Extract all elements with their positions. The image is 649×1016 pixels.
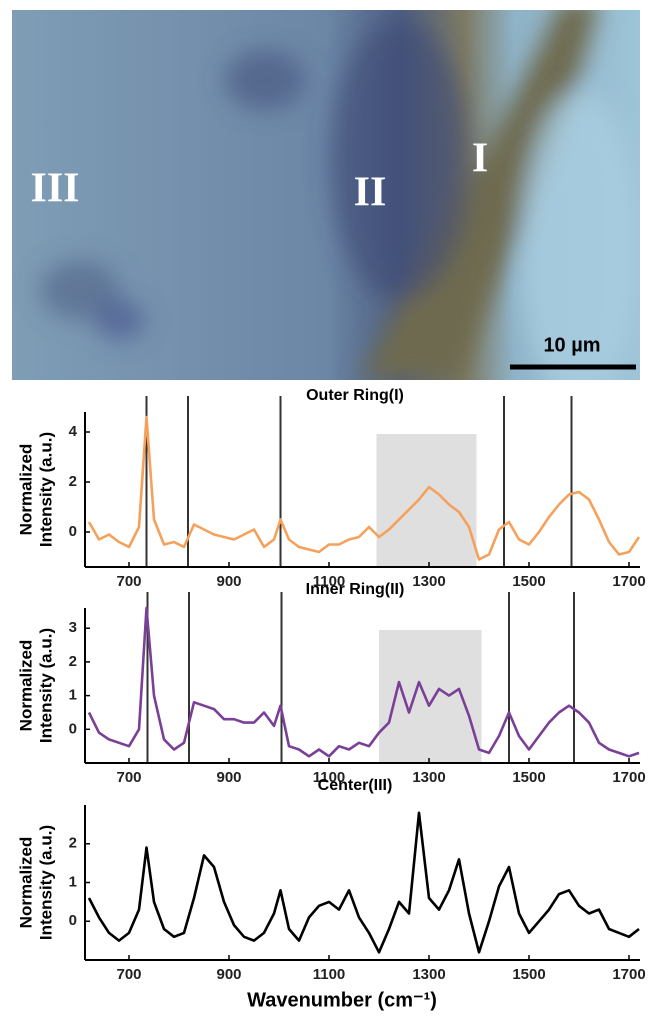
x-axis-label: Wavenumber (cm⁻¹) xyxy=(247,989,437,1011)
y-tick-label: 0 xyxy=(69,720,77,737)
y-tick-label: 2 xyxy=(69,473,77,490)
y-axis-label: Normalized xyxy=(16,640,35,732)
x-tick-label: 1100 xyxy=(313,573,346,590)
y-axis-label: Intensity (a.u.) xyxy=(36,628,55,743)
y-tick-label: 1 xyxy=(69,687,77,704)
region-label: III xyxy=(30,166,79,212)
spectrum-line xyxy=(87,415,641,561)
x-tick-label: 1500 xyxy=(512,966,545,983)
x-tick-label: 1100 xyxy=(313,769,346,786)
x-tick-label: 1500 xyxy=(512,769,545,786)
x-tick-label: 1500 xyxy=(512,573,545,590)
x-tick-label: 900 xyxy=(216,573,241,590)
region-label: II xyxy=(354,170,387,216)
x-tick-label: 1300 xyxy=(412,966,445,983)
x-tick-label: 1300 xyxy=(412,769,445,786)
x-tick-label: 1700 xyxy=(612,769,645,786)
y-tick-label: 0 xyxy=(69,523,77,540)
x-tick-label: 900 xyxy=(216,769,241,786)
x-tick-label: 1300 xyxy=(412,573,445,590)
micrograph xyxy=(12,10,640,380)
y-tick-label: 1 xyxy=(69,873,77,890)
y-tick-label: 2 xyxy=(69,653,77,670)
y-tick-label: 2 xyxy=(69,835,77,852)
y-axis-label: Normalized xyxy=(16,837,35,929)
x-tick-label: 900 xyxy=(216,966,241,983)
region-label: I xyxy=(472,136,488,182)
y-axis-label: Intensity (a.u.) xyxy=(36,432,55,547)
chart-title: Outer Ring(I) xyxy=(306,387,404,404)
x-tick-label: 1100 xyxy=(313,966,346,983)
x-tick-label: 700 xyxy=(116,966,141,983)
y-tick-label: 4 xyxy=(69,423,78,440)
x-tick-label: 1700 xyxy=(612,573,645,590)
x-tick-label: 700 xyxy=(116,573,141,590)
x-tick-label: 1700 xyxy=(612,966,645,983)
y-tick-label: 0 xyxy=(69,912,77,929)
spectrum-line xyxy=(87,811,640,954)
y-tick-label: 3 xyxy=(69,619,77,636)
y-axis-label: Intensity (a.u.) xyxy=(36,825,55,940)
x-tick-label: 700 xyxy=(116,769,141,786)
spectrum-line xyxy=(87,606,640,758)
y-axis-label: Normalized xyxy=(16,444,35,536)
scale-bar-label: 10 µm xyxy=(543,334,600,356)
chart-title: Center(III) xyxy=(318,777,393,794)
chart-title: Inner Ring(II) xyxy=(306,581,405,598)
highlight-band xyxy=(376,434,477,567)
